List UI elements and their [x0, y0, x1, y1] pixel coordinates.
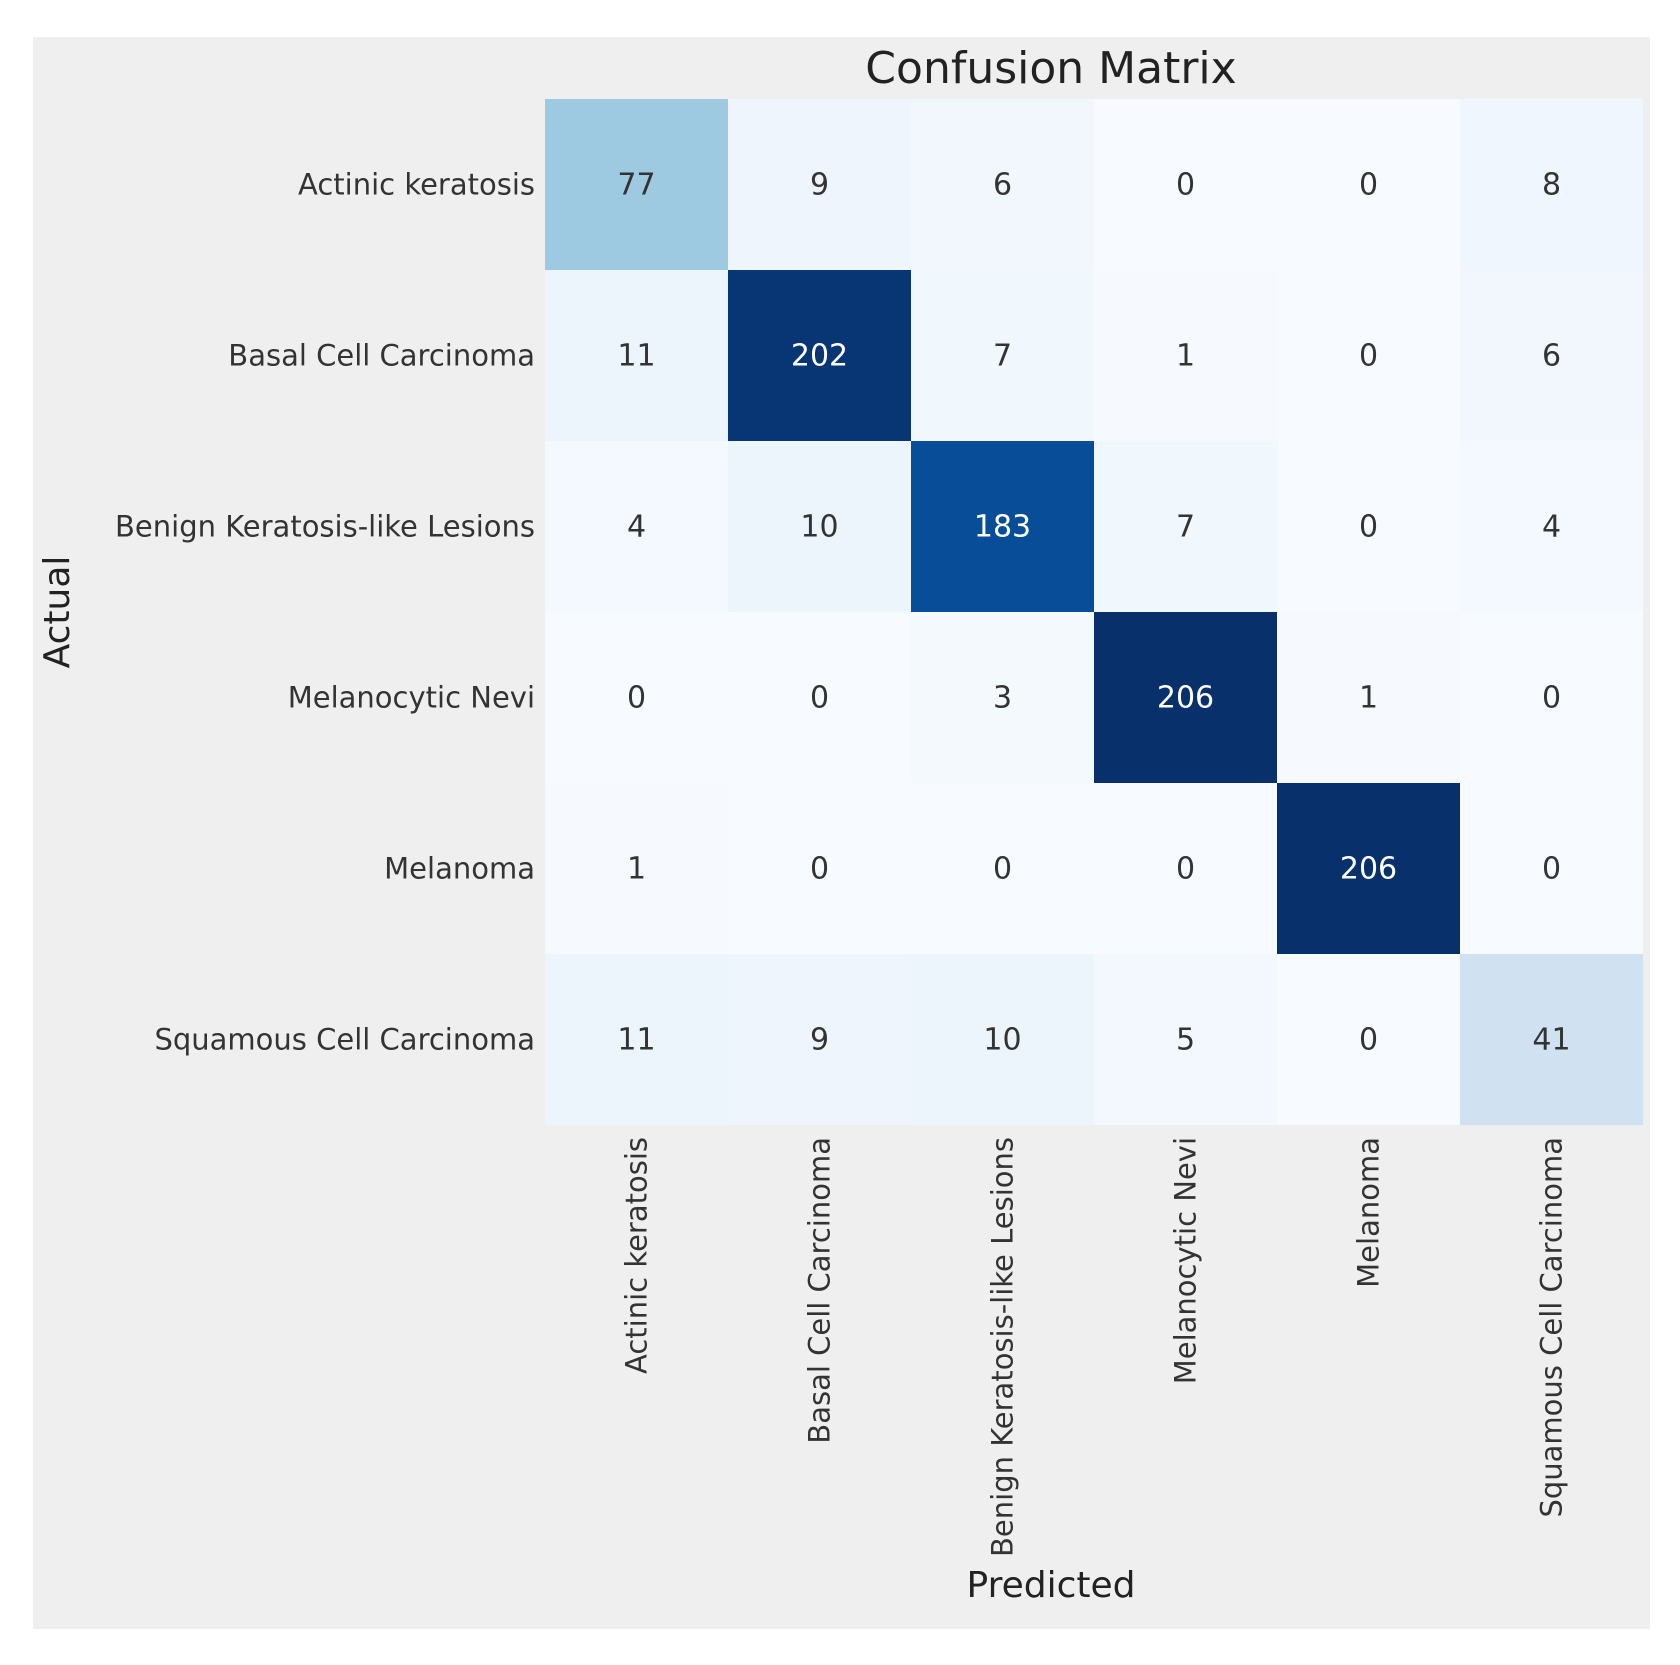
x-tick-labels: Actinic keratosis Basal Cell Carcinoma Ben… [620, 1137, 1569, 1557]
cell-value-label: 206 [1157, 681, 1214, 716]
heatmap-cell [1460, 954, 1643, 1125]
x-axis-title: Predicted [967, 1565, 1136, 1606]
heatmap-cell [1094, 954, 1277, 1125]
heatmap-cell [1277, 612, 1460, 783]
heatmap-cell [728, 612, 911, 783]
cell-value-label: 202 [791, 339, 848, 374]
heatmap-cell [545, 954, 728, 1125]
heatmap-cell [911, 954, 1094, 1125]
x-tick-label: Squamous Cell Carcinoma [1535, 1137, 1569, 1518]
x-tick-label: Benign Keratosis-like Lesions [986, 1137, 1020, 1557]
heatmap-cell [1094, 783, 1277, 954]
cell-value-label: 0 [1359, 339, 1378, 374]
cell-value-label: 1 [1359, 681, 1378, 716]
heatmap-cell [1460, 783, 1643, 954]
cell-value-label: 0 [1542, 681, 1561, 716]
cell-value-label: 0 [627, 681, 646, 716]
cell-value-label: 206 [1340, 852, 1397, 887]
cell-value-label: 3 [993, 681, 1012, 716]
heatmap-cell [1094, 612, 1277, 783]
x-tick-label: Actinic keratosis [620, 1137, 654, 1374]
cell-value-label: 0 [1359, 168, 1378, 203]
heatmap-cell [728, 270, 911, 441]
heatmap-cell [1277, 783, 1460, 954]
y-axis-title: Actual [37, 556, 78, 669]
heatmap-cell [911, 612, 1094, 783]
cell-value-label: 0 [1359, 510, 1378, 545]
heatmap-cell [1277, 270, 1460, 441]
cell-value-label: 0 [1542, 852, 1561, 887]
heatmap-cell [1460, 270, 1643, 441]
heatmap-cell [728, 954, 911, 1125]
heatmap-cell [1277, 99, 1460, 270]
y-tick-label: Squamous Cell Carcinoma [154, 1023, 535, 1057]
cell-value-label: 0 [1176, 168, 1195, 203]
cell-value-label: 9 [810, 168, 829, 203]
cell-value-label: 0 [810, 681, 829, 716]
cell-value-label: 6 [993, 168, 1012, 203]
heatmap-cell [545, 612, 728, 783]
y-tick-label: Actinic keratosis [298, 168, 535, 202]
chart-title: Confusion Matrix [865, 43, 1236, 94]
y-tick-label: Benign Keratosis-like Lesions [115, 510, 535, 544]
x-tick-label: Melanoma [1352, 1137, 1386, 1288]
cell-value-label: 4 [1542, 510, 1561, 545]
heatmap-cell [911, 441, 1094, 612]
x-tick-label: Basal Cell Carcinoma [803, 1137, 837, 1444]
cell-value-label: 183 [974, 510, 1031, 545]
figure-panel: Confusion Matrix 77 9 6 0 0 8 11 202 7 1 0 6 4 10 183 7… [33, 37, 1650, 1629]
heatmap-cell [545, 441, 728, 612]
cell-value-label: 1 [1176, 339, 1195, 374]
y-tick-labels: Actinic keratosis Basal Cell Carcinoma Ben… [115, 168, 535, 1057]
heatmap-cell [545, 270, 728, 441]
heatmap-cell [911, 783, 1094, 954]
heatmap-cell [911, 270, 1094, 441]
heatmap-cell [1094, 441, 1277, 612]
cell-value-label: 10 [800, 510, 838, 545]
cell-value-label: 4 [627, 510, 646, 545]
cell-value-label: 11 [617, 339, 655, 374]
cell-value-label: 1 [627, 852, 646, 887]
cell-value-label: 9 [810, 1023, 829, 1058]
y-tick-label: Basal Cell Carcinoma [228, 339, 535, 373]
cell-value-label: 7 [993, 339, 1012, 374]
y-tick-label: Melanocytic Nevi [288, 681, 535, 715]
cell-value-label: 0 [993, 852, 1012, 887]
heatmap-cell [728, 441, 911, 612]
confusion-matrix-chart: Confusion Matrix 77 9 6 0 0 811 202 7 1 0 64 10 183 7… [37, 43, 1643, 1606]
heatmap-cell [1460, 612, 1643, 783]
cell-value-label: 0 [1359, 1023, 1378, 1058]
cell-value-label: 0 [810, 852, 829, 887]
cell-value-label: 77 [617, 168, 655, 203]
heatmap-cell [545, 783, 728, 954]
heatmap-cell [545, 99, 728, 270]
heatmap-cell [1460, 441, 1643, 612]
heatmap-cell [1277, 954, 1460, 1125]
heatmap-cell [911, 99, 1094, 270]
cell-value-label: 6 [1542, 339, 1561, 374]
cell-value-label: 10 [983, 1023, 1021, 1058]
cell-value-label: 41 [1532, 1023, 1570, 1058]
heatmap-cell [1094, 99, 1277, 270]
heatmap-cell [1277, 441, 1460, 612]
x-tick-label: Melanocytic Nevi [1169, 1137, 1203, 1384]
cell-value-label: 7 [1176, 510, 1195, 545]
heatmap-cell [728, 783, 911, 954]
cell-value-label: 8 [1542, 168, 1561, 203]
cell-value-label: 11 [617, 1023, 655, 1058]
heatmap-cells: 77 9 6 0 0 811 202 7 1 0 64 10 183 7 0 40 0 3 206 1 01 0 0 0 206… [545, 99, 1643, 1125]
heatmap-cell [1094, 270, 1277, 441]
cell-value-label: 0 [1176, 852, 1195, 887]
y-tick-label: Melanoma [384, 852, 535, 886]
heatmap-cell [1460, 99, 1643, 270]
cell-value-label: 5 [1176, 1023, 1195, 1058]
heatmap-cell [728, 99, 911, 270]
